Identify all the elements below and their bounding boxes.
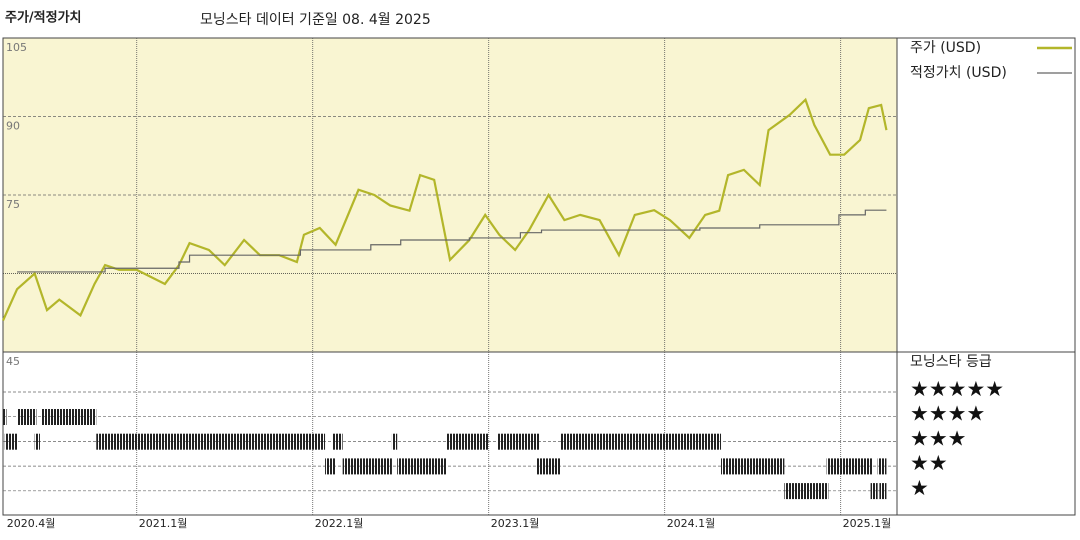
rating-level: ★ [910,476,929,500]
rating-bar [721,458,785,475]
legend-label: 적정가치 (USD) [910,65,1007,81]
x-tick-label: 2020.4월 [7,517,56,530]
rating-bar [17,409,37,425]
rating-bar [391,433,398,450]
rating-bar [325,458,336,475]
rating-bar [342,458,392,475]
rating-bar [536,458,561,475]
y-tick-label: 90 [6,120,20,133]
chart-subtitle: 모닝스타 데이터 기준일 08. 4월 2025 [200,12,431,28]
x-tick-label: 2023.1월 [491,517,540,530]
chart-title: 주가/적정가치 [5,10,82,26]
rating-bar [34,433,40,450]
rating-bar [497,433,540,450]
rating-level: ★★ [910,451,948,475]
series-line [1,97,888,322]
rating-bar [784,483,829,500]
rating-level: ★★★★ [910,402,985,426]
rating-title: 모닝스타 등급 [910,354,992,370]
rating-level: ★★★★★ [910,377,1004,401]
rating-bar [3,409,7,425]
x-tick-label: 2021.1월 [139,517,188,530]
rating-bar [826,458,873,475]
y-tick-label: 105 [6,41,27,54]
rating-bar [446,433,489,450]
rating-bar [397,458,447,475]
series-line [17,209,887,273]
rating-bar [96,433,326,450]
x-tick-label: 2025.1월 [843,517,892,530]
rating-bar [41,409,97,425]
legend-label: 주가 (USD) [910,40,981,56]
rating-level: ★★★ [910,426,966,450]
y-tick-label: 45 [6,355,20,368]
rating-bar [332,433,343,450]
x-tick-label: 2022.1월 [315,517,364,530]
rating-bar [4,433,18,450]
rating-bar [870,483,878,500]
frame [2,37,1076,516]
rating-bar [560,433,722,450]
rating-bar [877,458,887,475]
rating-bar [879,483,887,500]
x-tick-label: 2024.1월 [667,517,716,530]
y-tick-label: 75 [6,198,20,211]
